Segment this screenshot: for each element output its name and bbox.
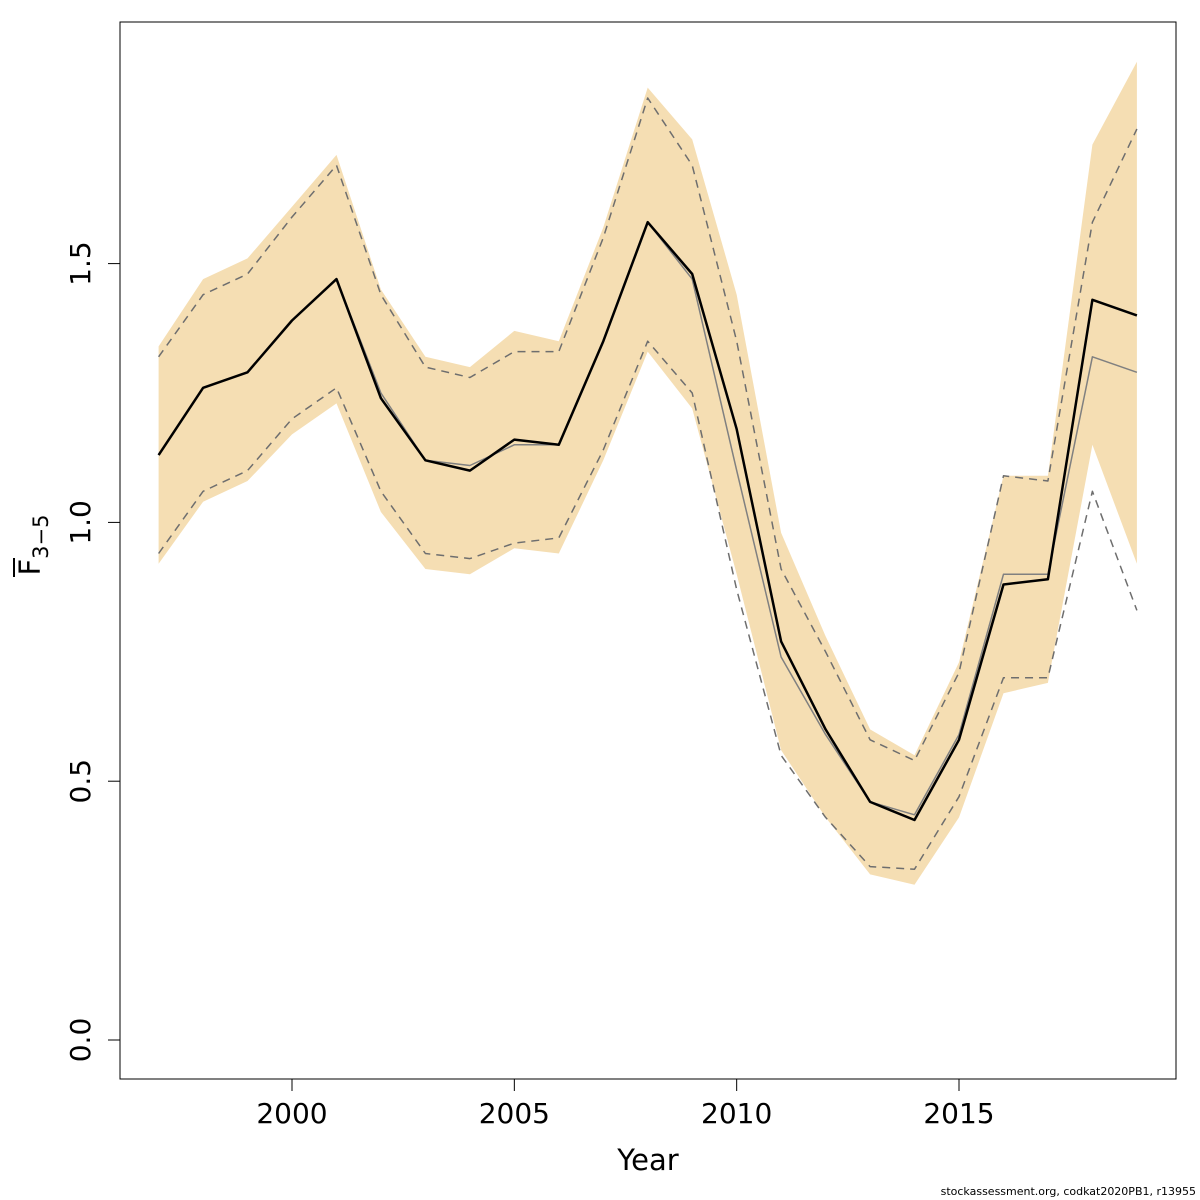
y-tick-label: 1.5 [64,241,97,286]
x-axis: 2000 2005 2010 2015 [256,1079,995,1130]
y-axis: 0.0 0.5 1.0 1.5 [64,241,120,1062]
confidence-band-layer [158,61,1137,885]
credit-text: stockassessment.org, codkat2020PB1, r139… [940,1185,1196,1198]
x-tick-label: 2015 [923,1097,994,1130]
y-axis-title-subscript: 3−5 [29,514,53,558]
estimate-line [157,220,1138,822]
y-tick-label: 0.0 [64,1018,97,1063]
series-layer [157,97,1138,870]
x-axis-title: Year [616,1143,678,1177]
y-tick-label: 0.5 [64,759,97,804]
y-tick-label: 1.0 [64,500,97,545]
x-tick-label: 2005 [479,1097,550,1130]
x-tick-label: 2010 [701,1097,772,1130]
svg-text:F3−5: F3−5 [13,514,53,575]
confidence-band [158,61,1137,885]
y-axis-title: F3−5 [13,514,53,577]
y-axis-title-main: F [13,559,47,576]
lower-bound-line [157,340,1138,870]
plot-frame [119,21,1177,1080]
x-tick-label: 2000 [256,1097,327,1130]
upper-bound-line [157,97,1138,762]
